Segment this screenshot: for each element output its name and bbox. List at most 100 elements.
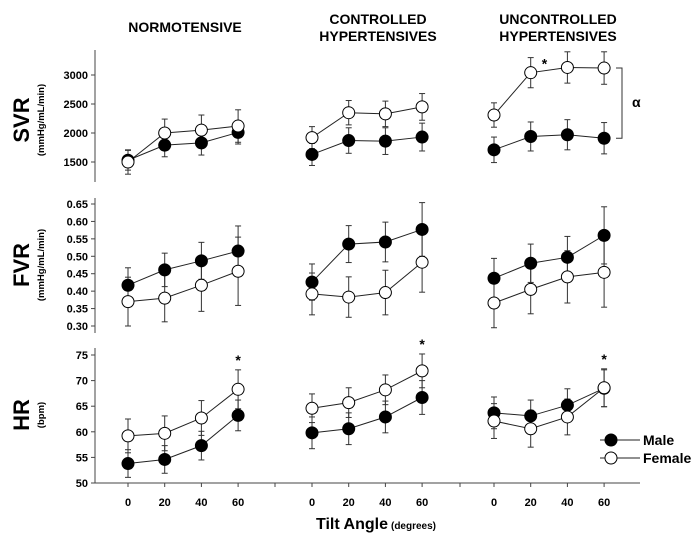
male-point	[194, 254, 208, 268]
male-point	[487, 143, 501, 157]
y-tick-label: 0.35	[67, 304, 88, 316]
y-tick-label: 0.45	[67, 269, 88, 281]
female-point	[487, 414, 501, 428]
male-point	[305, 426, 319, 440]
y-axis-unit: (mmHg/mL/min)	[36, 84, 47, 156]
panel-hr-1: *	[305, 336, 429, 450]
x-axis-unit: (degrees)	[391, 521, 436, 532]
female-point	[487, 108, 501, 122]
y-tick-label: 50	[76, 478, 88, 490]
male-point	[597, 131, 611, 145]
x-tick-label: 40	[561, 497, 573, 509]
female-series-line	[311, 106, 423, 139]
female-series-line	[311, 370, 423, 409]
female-point	[194, 411, 208, 425]
significance-star: *	[235, 352, 241, 368]
female-point	[560, 410, 574, 424]
y-tick-label: 1500	[64, 157, 88, 169]
x-tick-label: 20	[343, 497, 355, 509]
male-point	[121, 457, 135, 471]
male-series-line	[493, 234, 605, 279]
male-point	[342, 422, 356, 436]
y-tick-label: 3000	[64, 70, 88, 82]
y-tick-label: 0.60	[67, 216, 88, 228]
female-point	[560, 270, 574, 284]
female-point	[194, 123, 208, 137]
male-point	[231, 408, 245, 422]
y-tick-label: 55	[76, 452, 88, 464]
y-tick-label: 60	[76, 427, 88, 439]
significance-star: *	[542, 56, 548, 72]
male-point	[524, 256, 538, 270]
male-series-line	[311, 136, 423, 155]
female-series-line	[127, 125, 239, 163]
male-series-line	[127, 250, 239, 286]
female-point	[158, 291, 172, 305]
x-tick-label: 20	[159, 497, 171, 509]
y-axis-unit: (bpm)	[36, 402, 47, 428]
y-tick-label: 0.55	[67, 234, 88, 246]
x-tick-label: 0	[125, 497, 131, 509]
y-tick-label: 70	[76, 376, 88, 388]
significance-bracket	[616, 67, 623, 139]
female-point	[158, 426, 172, 440]
male-point	[305, 147, 319, 161]
male-point	[194, 136, 208, 150]
female-point	[415, 100, 429, 114]
female-point	[194, 278, 208, 292]
y-axis-label: HR	[9, 399, 34, 431]
male-point	[524, 409, 538, 423]
x-tick-label: 60	[598, 497, 610, 509]
legend-label-male: Male	[643, 432, 674, 448]
male-point	[487, 271, 501, 285]
male-point	[560, 398, 574, 412]
y-tick-label: 0.50	[67, 251, 88, 263]
male-series-line	[311, 228, 423, 283]
x-tick-label: 60	[416, 497, 428, 509]
female-point	[305, 287, 319, 301]
female-point	[415, 255, 429, 269]
male-series-line	[493, 134, 605, 151]
female-point	[305, 401, 319, 415]
female-point	[121, 155, 135, 169]
female-point	[378, 383, 392, 397]
female-point	[524, 66, 538, 80]
male-point	[378, 235, 392, 249]
group-title: NORMOTENSIVE	[128, 19, 242, 35]
male-point	[194, 439, 208, 453]
female-point	[342, 290, 356, 304]
male-series-line	[127, 131, 239, 161]
male-point	[415, 130, 429, 144]
female-point	[597, 61, 611, 75]
male-point	[305, 275, 319, 289]
significance-star: *	[601, 351, 607, 367]
male-point	[121, 278, 135, 292]
female-point	[487, 296, 501, 310]
male-series-line	[493, 387, 605, 417]
panel-svr-1	[305, 93, 429, 166]
legend-marker-female	[604, 451, 618, 465]
female-point	[231, 119, 245, 133]
y-tick-label: 0.40	[67, 286, 88, 298]
female-series-line	[493, 66, 605, 116]
x-tick-label: 0	[491, 497, 497, 509]
female-point	[121, 429, 135, 443]
male-point	[524, 129, 538, 143]
panel-svr-0	[121, 109, 245, 175]
x-axis-title: Tilt Angle	[316, 516, 388, 533]
group-title: UNCONTROLLED	[499, 11, 616, 27]
male-point	[378, 410, 392, 424]
male-point	[158, 138, 172, 152]
female-point	[415, 364, 429, 378]
male-point	[342, 134, 356, 148]
x-tick-label: 0	[309, 497, 315, 509]
female-point	[342, 396, 356, 410]
panel-hr-0: *	[121, 352, 245, 478]
alpha-label: α	[632, 94, 641, 110]
group-title: HYPERTENSIVES	[499, 28, 616, 44]
female-point	[231, 264, 245, 278]
y-tick-label: 0.30	[67, 321, 88, 333]
female-point	[378, 286, 392, 300]
male-point	[158, 452, 172, 466]
